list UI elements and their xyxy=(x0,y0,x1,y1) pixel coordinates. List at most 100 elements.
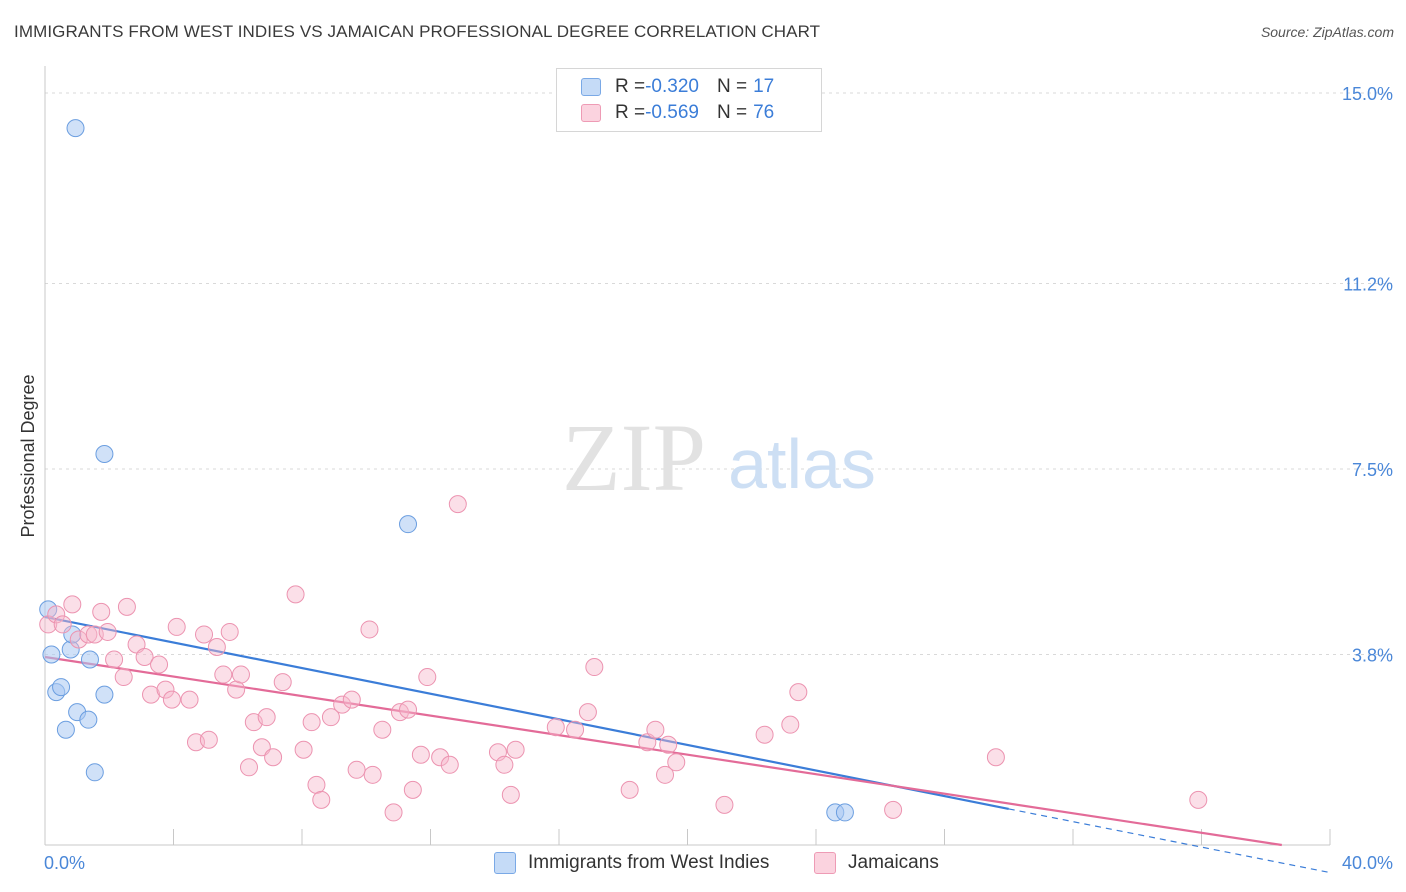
jamaicans-point xyxy=(231,665,250,684)
jamaicans-point xyxy=(92,602,111,621)
jamaicans-point xyxy=(501,785,520,804)
jamaicans-point xyxy=(294,740,313,759)
legend-n-label: N = xyxy=(716,102,748,123)
jamaicans-point xyxy=(411,745,430,764)
jamaicans-point xyxy=(656,765,675,784)
series-legend: Immigrants from West Indies Jamaicans xyxy=(0,852,1406,878)
legend-swatch-west-indies xyxy=(581,78,601,96)
jamaicans-point xyxy=(214,665,233,684)
jamaicans-point xyxy=(264,748,283,767)
jamaicans-point xyxy=(363,765,382,784)
jamaicans-point xyxy=(755,725,774,744)
jamaicans-point xyxy=(384,803,403,822)
jamaicans-point xyxy=(302,713,321,732)
jamaicans-point xyxy=(360,620,379,639)
jamaicans-point xyxy=(273,673,292,692)
series-swatch-west-indies xyxy=(494,852,516,874)
source-label: Source: ZipAtlas.com xyxy=(1260,24,1394,40)
data-points xyxy=(39,119,1208,822)
jamaicans-point xyxy=(347,760,366,779)
west-indies-point xyxy=(79,710,98,729)
jamaicans-point xyxy=(789,683,808,702)
jamaicans-point xyxy=(135,648,154,667)
jamaicans-point xyxy=(167,617,186,636)
jamaicans-point xyxy=(252,738,271,757)
jamaicans-point xyxy=(403,780,422,799)
jamaicans-point xyxy=(63,595,82,614)
jamaicans-point xyxy=(620,780,639,799)
watermark-atlas: atlas xyxy=(728,425,876,503)
jamaicans-point xyxy=(646,720,665,739)
jamaicans-point xyxy=(98,622,117,641)
jamaicans-point xyxy=(418,668,437,687)
jamaicans-trend-line xyxy=(44,655,1282,847)
jamaicans-point xyxy=(312,790,331,809)
legend-swatch-jamaicans xyxy=(581,104,601,122)
y-tick-label: 7.5% xyxy=(1352,460,1393,480)
legend-row-west-indies: R = -0.320 N = 17 xyxy=(581,75,774,99)
west-indies-trend-line xyxy=(44,615,1009,810)
jamaicans-point xyxy=(440,755,459,774)
watermark: ZIP atlas xyxy=(562,404,876,511)
jamaicans-point xyxy=(333,695,352,714)
jamaicans-point xyxy=(884,800,903,819)
jamaicans-point xyxy=(117,597,136,616)
y-tick-label: 11.2% xyxy=(1343,275,1393,295)
jamaicans-point xyxy=(156,680,175,699)
legend-row-jamaicans: R = -0.569 N = 76 xyxy=(581,101,774,125)
west-indies-point xyxy=(56,720,75,739)
jamaicans-point xyxy=(207,637,226,656)
jamaicans-point xyxy=(195,625,214,644)
correlation-legend: R = -0.320 N = 17 R = -0.569 N = 76 xyxy=(556,68,822,132)
jamaicans-point xyxy=(150,655,169,674)
jamaicans-point xyxy=(162,690,181,709)
y-tick-label: 15.0% xyxy=(1342,84,1393,104)
jamaicans-point xyxy=(373,720,392,739)
series-legend-jamaicans: Jamaicans xyxy=(814,852,939,874)
west-indies-point xyxy=(85,763,104,782)
jamaicans-point xyxy=(105,650,124,669)
jamaicans-point xyxy=(53,615,72,634)
jamaicans-point xyxy=(715,795,734,814)
jamaicans-point xyxy=(659,735,678,754)
west-indies-point xyxy=(66,119,85,138)
jamaicans-point xyxy=(578,703,597,722)
jamaicans-point xyxy=(227,680,246,699)
jamaicans-point xyxy=(342,690,361,709)
x-tick-label: 40.0% xyxy=(1342,853,1393,873)
jamaicans-point xyxy=(495,755,514,774)
jamaicans-point xyxy=(546,718,565,737)
jamaicans-point xyxy=(399,700,418,719)
jamaicans-point xyxy=(47,605,66,624)
jamaicans-point xyxy=(566,720,585,739)
west-indies-point xyxy=(52,678,71,697)
legend-r-label: R = xyxy=(615,76,646,97)
series-label-west-indies: Immigrants from West Indies xyxy=(528,852,770,873)
legend-n-value: 76 xyxy=(753,102,775,123)
jamaicans-point xyxy=(180,690,199,709)
legend-n-label: N = xyxy=(716,76,748,97)
series-legend-west-indies: Immigrants from West Indies xyxy=(494,852,769,874)
series-swatch-jamaicans xyxy=(814,852,836,874)
trend-lines xyxy=(44,615,1331,874)
west-indies-point xyxy=(95,444,114,463)
jamaicans-point xyxy=(585,658,604,677)
west-indies-point xyxy=(399,515,418,534)
jamaicans-point xyxy=(79,625,98,644)
legend-r-value: -0.569 xyxy=(645,102,699,123)
legend-n-value: 17 xyxy=(753,76,775,97)
jamaicans-point xyxy=(986,748,1005,767)
jamaicans-point xyxy=(114,668,133,687)
jamaicans-point xyxy=(220,622,239,641)
x-tick-label: 0.0% xyxy=(44,853,85,873)
jamaicans-point xyxy=(781,715,800,734)
jamaicans-point xyxy=(142,685,161,704)
west-indies-point xyxy=(80,650,99,669)
west-indies-point xyxy=(835,803,854,822)
jamaicans-point xyxy=(431,748,450,767)
jamaicans-point xyxy=(257,708,276,727)
chart-title: IMMIGRANTS FROM WEST INDIES VS JAMAICAN … xyxy=(14,22,821,41)
jamaicans-point xyxy=(667,753,686,772)
jamaicans-point xyxy=(239,758,258,777)
